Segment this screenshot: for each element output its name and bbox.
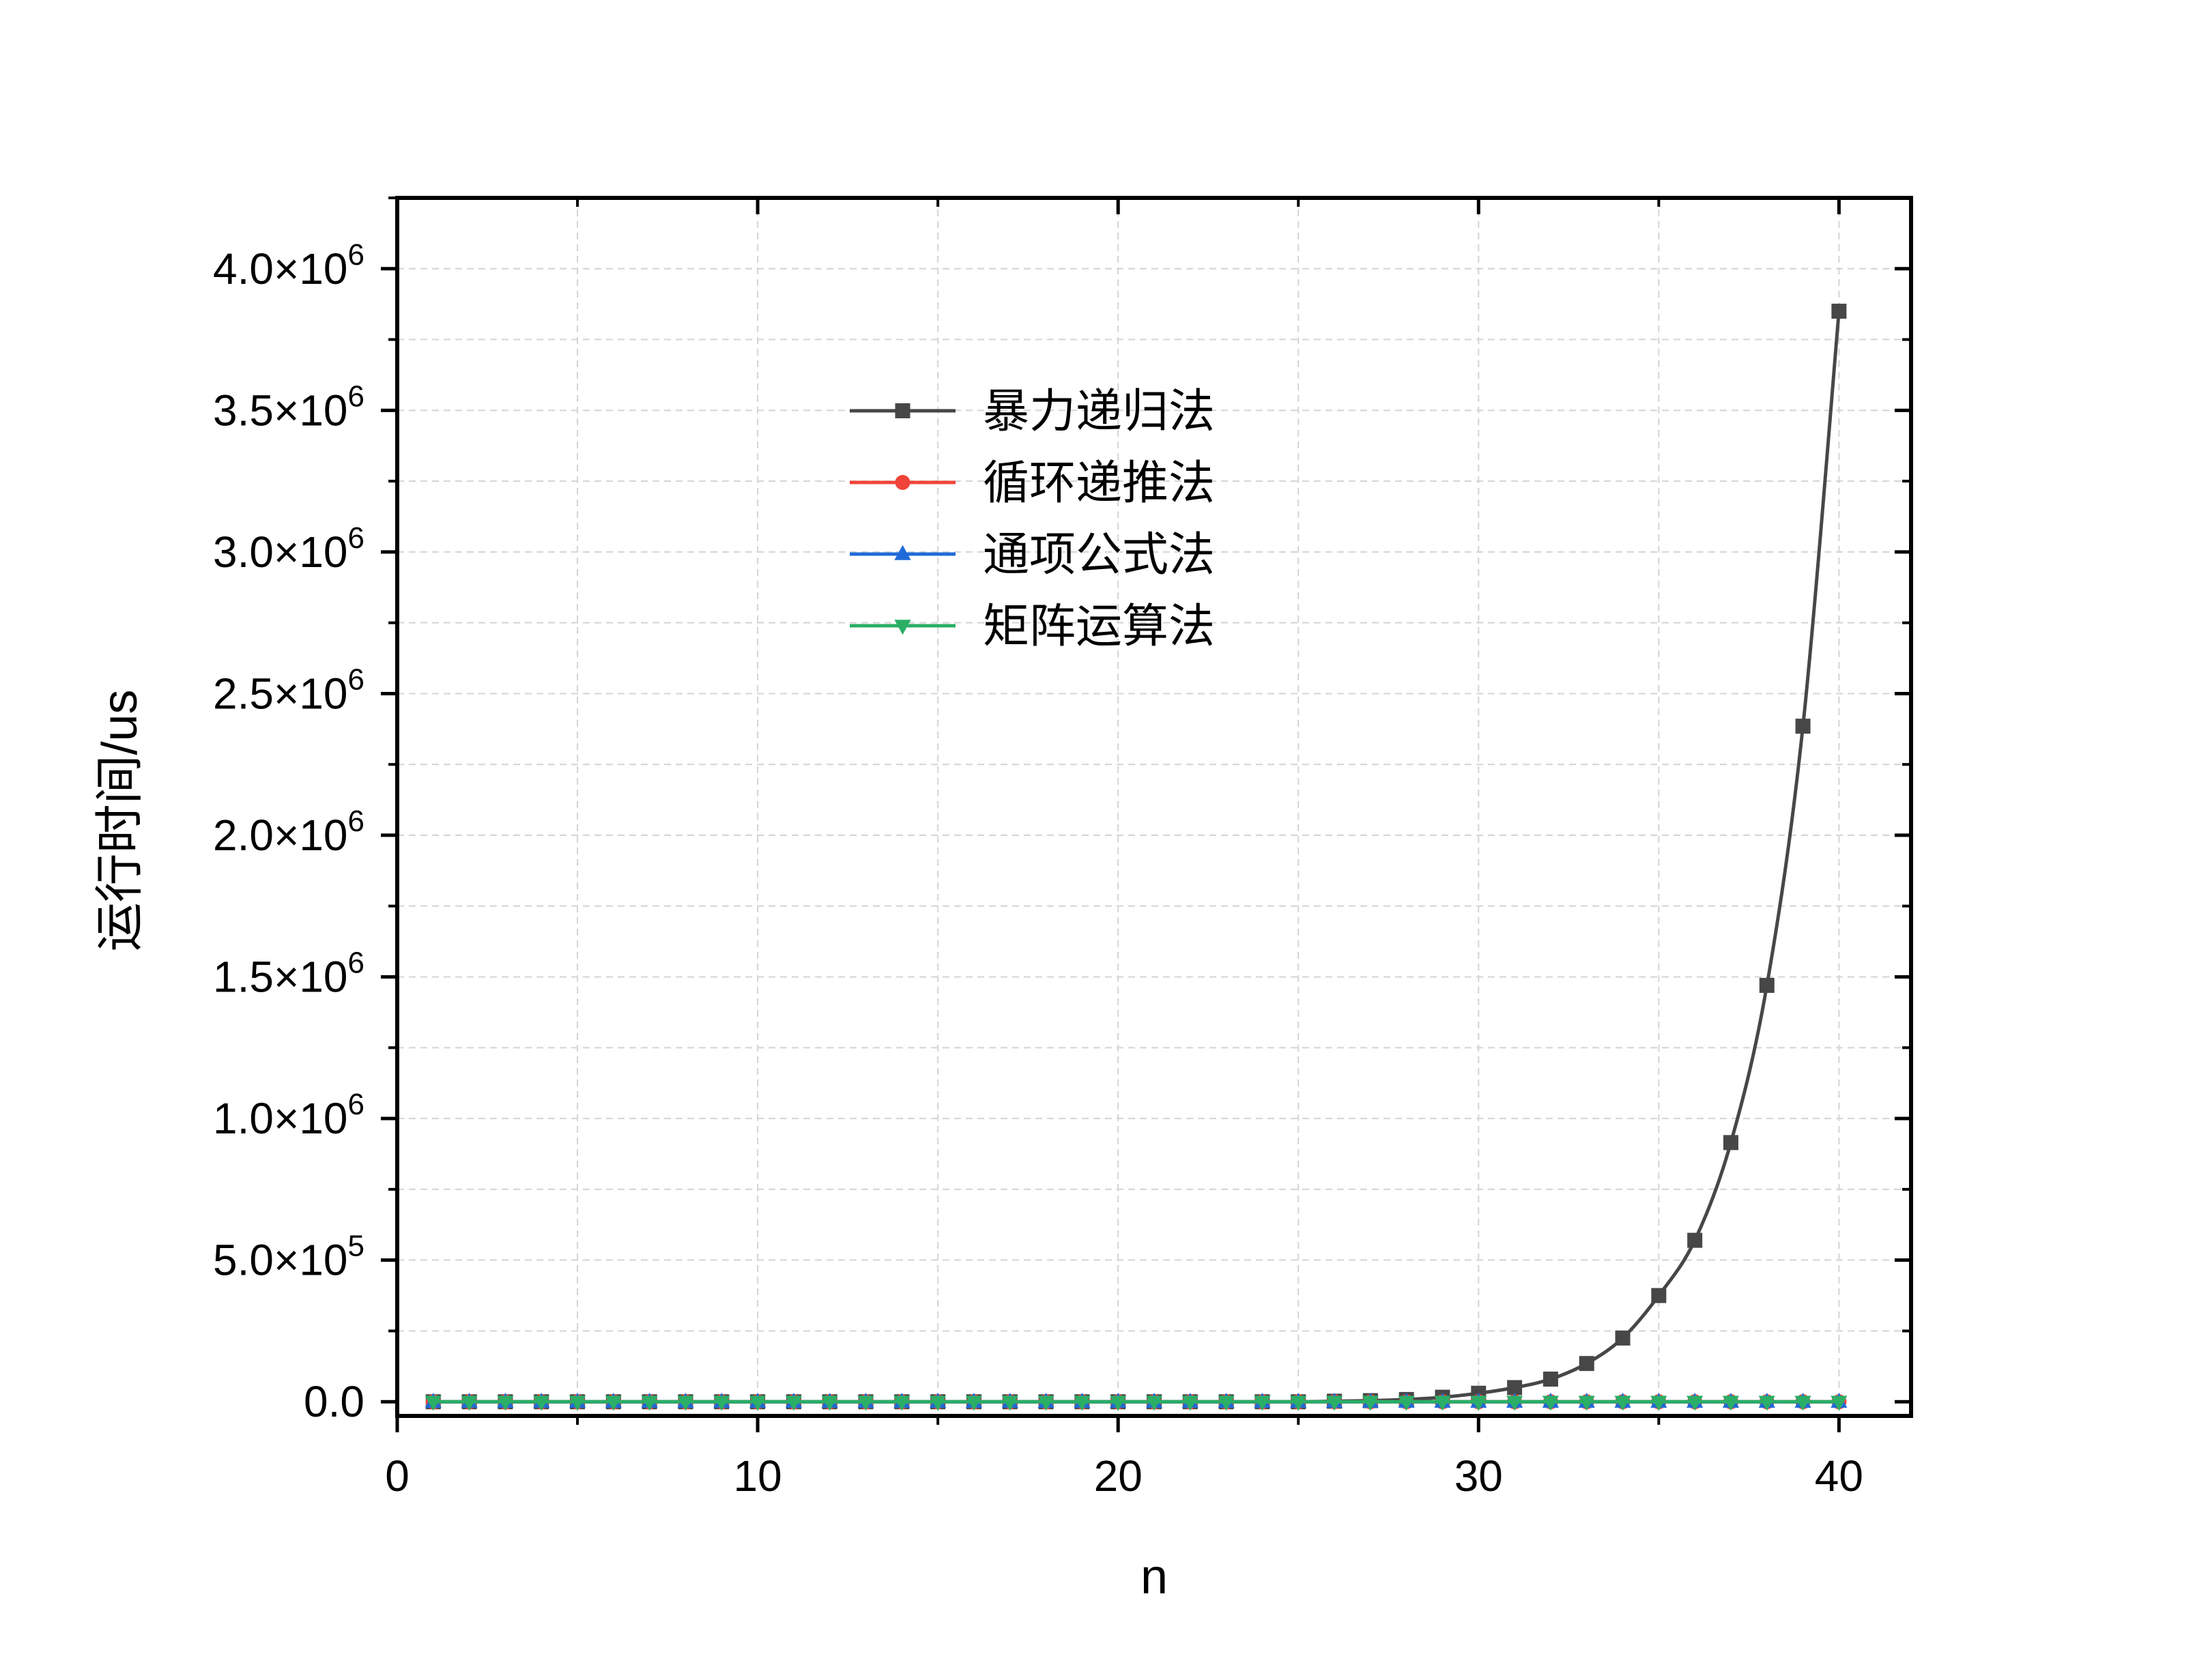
y-tick-label: 1.5×106	[213, 946, 364, 1002]
y-tick-label: 3.5×106	[213, 379, 364, 435]
data-point	[497, 1395, 514, 1411]
data-point	[1434, 1395, 1451, 1411]
y-tick-label: 1.0×106	[213, 1088, 364, 1143]
data-point	[569, 1395, 586, 1411]
data-point	[1794, 1395, 1811, 1411]
series-layer	[425, 304, 1848, 1411]
plot-frame	[395, 196, 1913, 1418]
y-tick-label: 2.5×106	[213, 663, 364, 718]
data-point	[1831, 1395, 1848, 1411]
data-point	[1579, 1356, 1594, 1372]
data-point	[965, 1395, 983, 1411]
legend-marker	[894, 545, 911, 560]
data-point	[1650, 1395, 1667, 1411]
y-axis-label: 运行时间/us	[93, 689, 147, 951]
x-tick-label: 20	[1094, 1451, 1143, 1501]
data-point	[1687, 1395, 1704, 1411]
data-point	[1543, 1372, 1558, 1387]
data-point	[1074, 1395, 1091, 1411]
x-tick-label: 30	[1454, 1451, 1503, 1501]
legend-label: 循环递推法	[983, 457, 1215, 509]
data-point	[1001, 1395, 1018, 1411]
data-point	[930, 1395, 947, 1411]
data-point	[1507, 1380, 1523, 1395]
x-tick-label: 40	[1815, 1451, 1863, 1501]
data-point	[857, 1395, 874, 1411]
data-point	[1470, 1395, 1487, 1411]
series-4	[425, 1395, 1848, 1411]
legend-label: 通项公式法	[983, 529, 1215, 581]
data-point	[1722, 1395, 1740, 1411]
data-point	[749, 1395, 766, 1411]
data-point	[1254, 1395, 1271, 1411]
legend-marker	[894, 620, 911, 635]
y-tick-label: 5.0×105	[213, 1230, 364, 1285]
data-point	[1218, 1395, 1235, 1411]
data-point	[533, 1395, 550, 1411]
data-point	[1831, 304, 1847, 319]
data-point	[1615, 1330, 1631, 1346]
data-point	[1362, 1395, 1379, 1411]
legend-label: 矩阵运算法	[983, 600, 1215, 652]
data-point	[605, 1395, 622, 1411]
data-point	[1651, 1288, 1667, 1303]
data-point	[425, 1395, 442, 1411]
legend-item: 循环递推法	[850, 457, 1215, 509]
data-point	[785, 1395, 803, 1411]
y-tick-label: 4.0×106	[213, 238, 364, 293]
legend-marker	[895, 403, 910, 418]
data-point	[1723, 1135, 1738, 1150]
data-point	[1325, 1395, 1343, 1411]
x-tick-label: 10	[734, 1451, 782, 1501]
data-point	[1398, 1395, 1415, 1411]
data-point	[1614, 1395, 1631, 1411]
legend-marker	[895, 475, 910, 490]
x-axis-label: n	[1140, 1550, 1168, 1604]
data-point	[1542, 1395, 1560, 1411]
data-point	[893, 1395, 910, 1411]
data-point	[641, 1395, 658, 1411]
legend-item: 矩阵运算法	[850, 600, 1215, 652]
data-point	[821, 1395, 838, 1411]
data-point	[1758, 1395, 1775, 1411]
data-point	[1181, 1395, 1199, 1411]
data-point	[461, 1395, 478, 1411]
data-point	[713, 1395, 730, 1411]
data-point	[1687, 1232, 1703, 1248]
data-point	[1290, 1395, 1307, 1411]
y-tick-label: 0.0	[304, 1377, 364, 1426]
data-point	[1795, 719, 1811, 734]
data-point	[1110, 1395, 1127, 1411]
axes: 0 10 20 30 40 0.0 5.0×105 1.0×106 1.5×106 2.0×106…	[213, 197, 1911, 1501]
data-point	[1578, 1395, 1595, 1411]
legend-item: 通项公式法	[850, 529, 1215, 581]
data-point	[677, 1395, 694, 1411]
y-tick-label: 2.0×106	[213, 805, 364, 860]
y-tick-label: 3.0×106	[213, 521, 364, 577]
data-point	[1506, 1395, 1523, 1411]
data-point	[1037, 1395, 1055, 1411]
legend-item: 暴力递归法	[850, 386, 1215, 437]
data-point	[1145, 1395, 1163, 1411]
data-point	[1759, 978, 1775, 994]
legend-label: 暴力递归法	[983, 386, 1215, 437]
x-tick-label: 0	[385, 1451, 410, 1501]
